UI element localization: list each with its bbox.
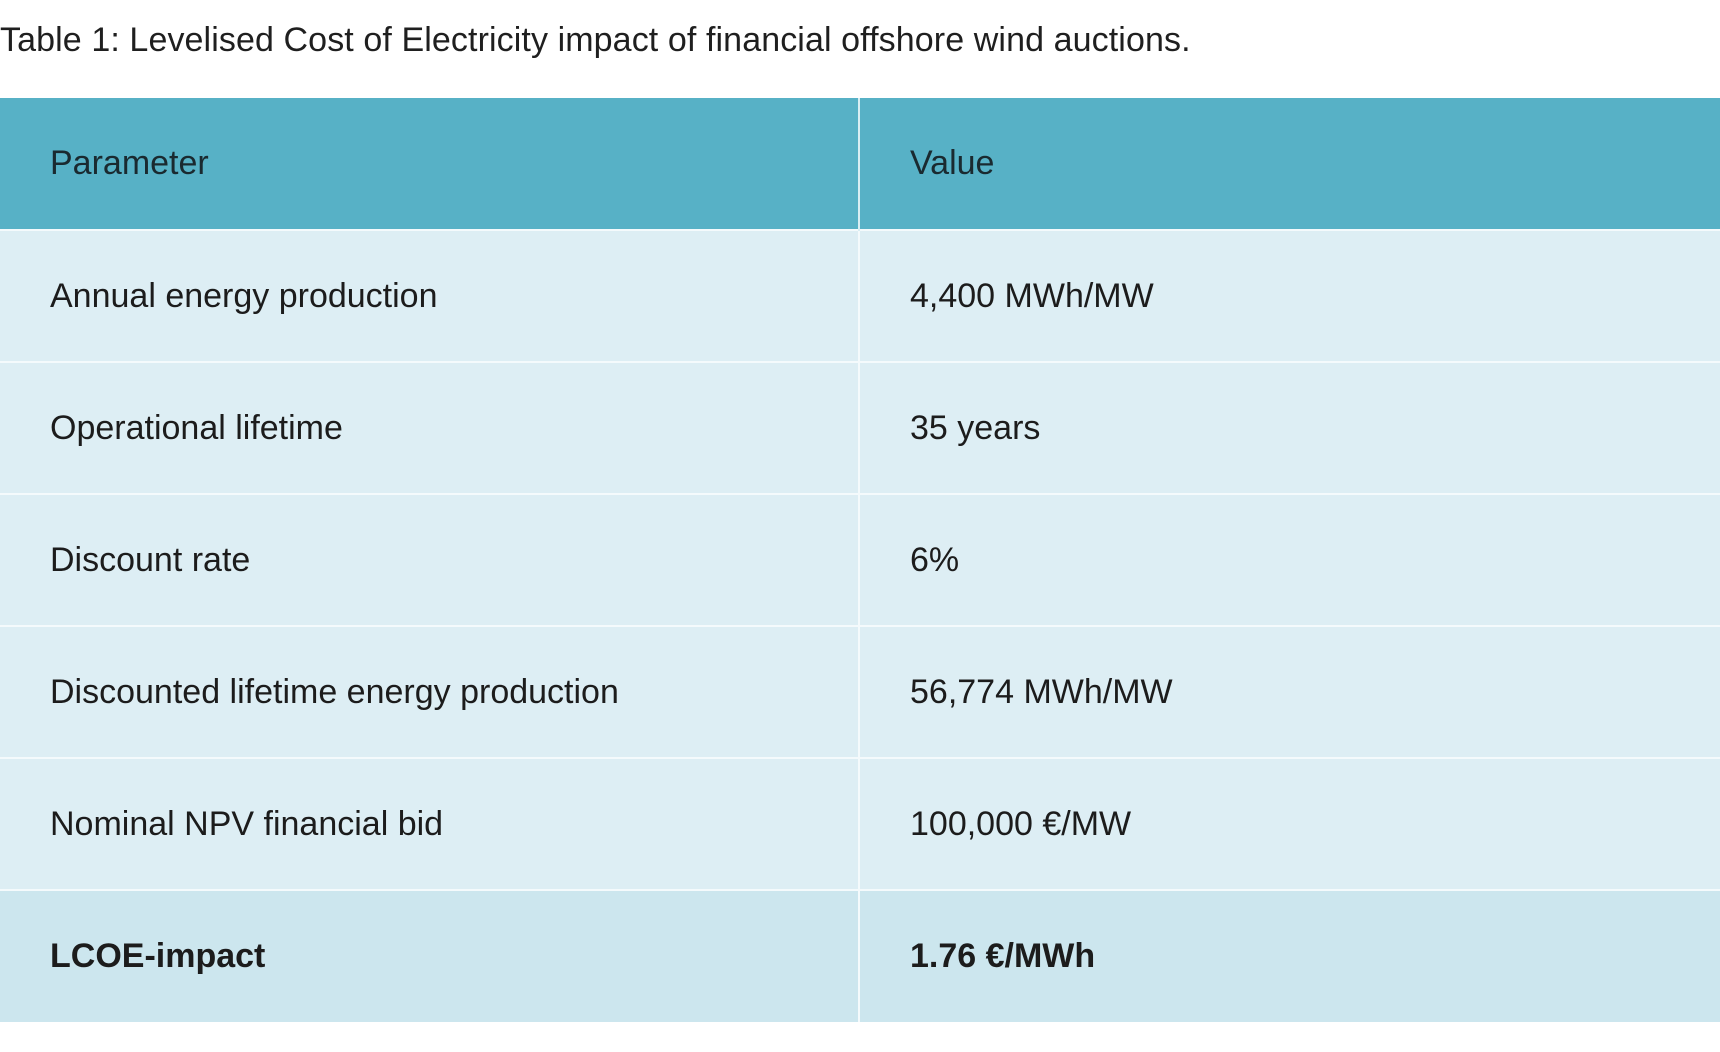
table-row: Annual energy production 4,400 MWh/MW bbox=[0, 229, 1720, 362]
value-cell: 35 years bbox=[859, 361, 1720, 494]
total-value-cell: 1.76 €/MWh bbox=[859, 889, 1720, 1022]
table-header-row: Parameter Value bbox=[0, 98, 1720, 230]
lcoe-table: Parameter Value Annual energy production… bbox=[0, 98, 1720, 1022]
parameter-cell: Annual energy production bbox=[0, 229, 860, 362]
table-row: Nominal NPV financial bid 100,000 €/MW bbox=[0, 757, 1720, 890]
column-header-parameter: Parameter bbox=[0, 98, 860, 230]
table-row: Discounted lifetime energy production 56… bbox=[0, 625, 1720, 758]
value-cell: 100,000 €/MW bbox=[859, 757, 1720, 890]
table-row: Operational lifetime 35 years bbox=[0, 361, 1720, 494]
parameter-cell: Nominal NPV financial bid bbox=[0, 757, 860, 890]
table-row: Discount rate 6% bbox=[0, 493, 1720, 626]
parameter-cell: Discounted lifetime energy production bbox=[0, 625, 860, 758]
parameter-cell: Discount rate bbox=[0, 493, 860, 626]
value-cell: 4,400 MWh/MW bbox=[859, 229, 1720, 362]
column-header-value: Value bbox=[859, 98, 1720, 230]
value-cell: 56,774 MWh/MW bbox=[859, 625, 1720, 758]
total-parameter-cell: LCOE-impact bbox=[0, 889, 860, 1022]
value-cell: 6% bbox=[859, 493, 1720, 626]
table-caption: Table 1: Levelised Cost of Electricity i… bbox=[0, 21, 1191, 59]
table-total-row: LCOE-impact 1.76 €/MWh bbox=[0, 889, 1720, 1022]
parameter-cell: Operational lifetime bbox=[0, 361, 860, 494]
